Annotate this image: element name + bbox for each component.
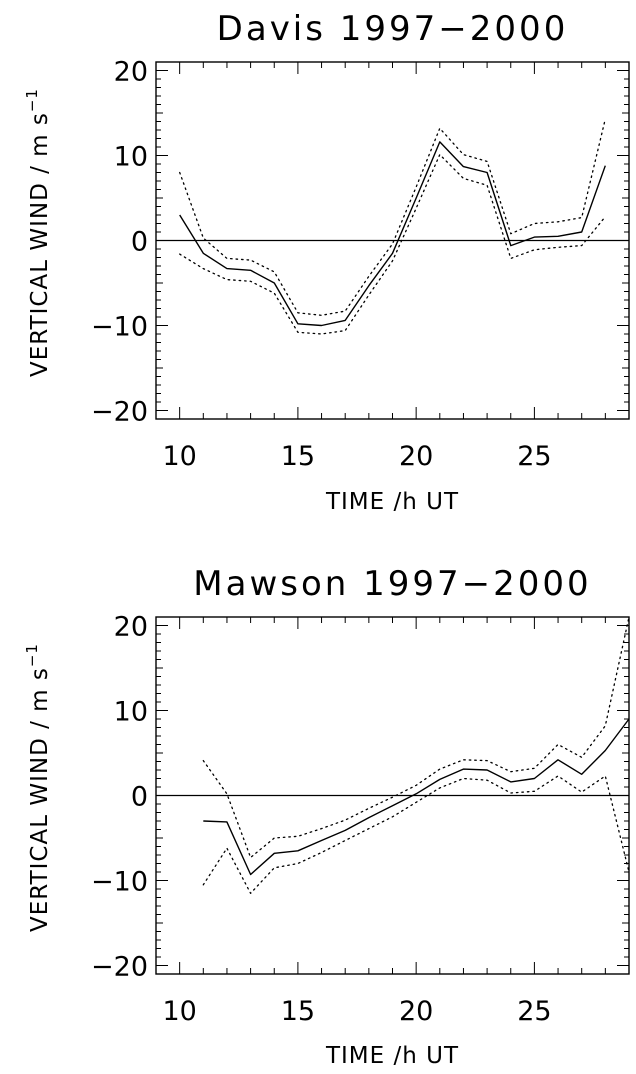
y-tick-label: −10 [91,312,148,343]
x-tick-label: 15 [281,996,315,1027]
y-tick-label: 0 [131,782,148,813]
uncertainty-bound-line [202,616,630,859]
y-axis-label: VERTICAL WIND / m s−1 [23,643,53,932]
y-axis-label-unit-exponent: −1 [23,88,41,112]
chart-title: Mawson 1997−2000 [193,564,591,604]
x-tick-label: 20 [399,441,433,472]
y-tick-label: 20 [114,612,148,643]
uncertainty-bound-line [202,775,630,894]
x-axis-label: TIME /h UT [325,1043,459,1069]
mean-wind-line [203,718,630,876]
y-tick-label: 10 [114,697,148,728]
x-tick-label: 15 [281,441,315,472]
y-tick-label: −10 [91,867,148,898]
davis-vertical-wind-chart: Davis 1997−2000 −20 −10 0 10 20 10 15 20 25 TIME /… [23,9,630,515]
chart-title: Davis 1997−2000 [217,9,569,49]
y-tick-label: 0 [131,227,148,258]
y-axis-label-text: VERTICAL WIND / m s [27,112,53,377]
mean-wind-line [179,141,606,327]
uncertainty-bound-line [179,153,606,335]
mawson-vertical-wind-chart: Mawson 1997−2000 −20 −10 0 10 20 10 15 20 25 TIME … [23,564,630,1069]
x-tick-label: 25 [517,441,551,472]
y-axis-label-unit-exponent: −1 [23,643,41,667]
y-axis-label: VERTICAL WIND / m s−1 [23,88,53,377]
y-tick-label: −20 [91,952,148,983]
y-tick-label: −20 [91,397,148,428]
y-tick-label: 20 [114,57,148,88]
y-axis-label-text: VERTICAL WIND / m s [27,667,53,932]
uncertainty-bound-line [179,118,606,316]
x-axis-label: TIME /h UT [325,489,459,515]
x-tick-label: 10 [162,441,196,472]
x-tick-label: 10 [162,996,196,1027]
x-tick-label: 25 [517,996,551,1027]
y-tick-label: 10 [114,142,148,173]
x-tick-label: 20 [399,996,433,1027]
